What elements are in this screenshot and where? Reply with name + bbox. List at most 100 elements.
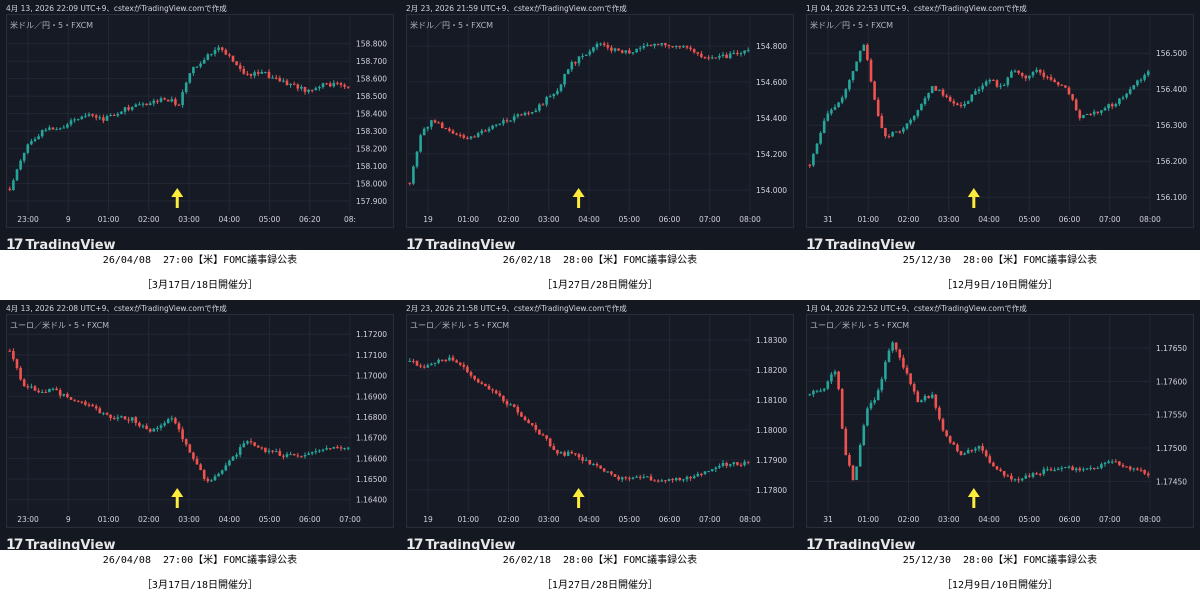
candle-body [1028, 475, 1031, 477]
candle-body [855, 61, 858, 72]
candle-body [174, 418, 177, 424]
candle-body [310, 452, 314, 454]
candle-body [1038, 69, 1042, 73]
candle-body [274, 77, 278, 79]
candle-body [631, 52, 635, 54]
x-tick-label: 04:00 [218, 215, 240, 224]
candle-body [592, 47, 595, 52]
candle-body [520, 412, 523, 417]
candle-body [188, 444, 192, 453]
candle-body [426, 365, 430, 368]
candle-body [876, 390, 880, 401]
candle-body [1071, 466, 1074, 471]
candle-body [714, 467, 718, 470]
candle-body [73, 119, 76, 121]
x-tick-label: 02:00 [898, 215, 920, 224]
candle-body [210, 480, 213, 482]
candle-body [1107, 461, 1110, 463]
candle-body [656, 43, 660, 45]
tv-logo-icon: 17 [6, 237, 24, 250]
candle-body [613, 474, 617, 477]
candle-body [869, 59, 873, 82]
candle-body [992, 462, 995, 467]
candle-body [48, 127, 51, 130]
y-tick-label: 1.18200 [756, 366, 787, 375]
candle-body [156, 427, 159, 429]
x-tick-label: 31 [823, 515, 833, 524]
candle-body [566, 69, 570, 75]
candle-body [880, 379, 884, 391]
candle-body [69, 120, 73, 125]
candle-body [8, 188, 12, 190]
candle-body [1067, 466, 1071, 468]
candle-body [419, 135, 422, 152]
candle-body [253, 72, 256, 76]
candle-body [80, 116, 84, 120]
candle-body [177, 423, 181, 430]
candle-body [873, 81, 876, 100]
candle-body [938, 407, 941, 420]
candle-body [37, 136, 40, 140]
candle-body [141, 103, 145, 105]
candle-body [231, 55, 235, 62]
candle-body [984, 81, 988, 86]
candle-body [556, 90, 559, 94]
candle-body [826, 113, 830, 121]
candle-body [830, 374, 833, 382]
candle-body [310, 89, 314, 91]
logo-text: TradingView [25, 237, 116, 251]
x-tick-label: 07:00 [1099, 515, 1121, 524]
candle-body [819, 132, 822, 144]
candle-body [631, 477, 635, 479]
candle-body [840, 97, 844, 103]
x-tick-label: 08:00 [1139, 515, 1161, 524]
candle-body [725, 54, 728, 59]
candle-body [1031, 473, 1035, 477]
candle-body [1013, 479, 1017, 481]
logo-text: TradingView [825, 237, 916, 251]
candle-body [202, 470, 206, 479]
candle-body [440, 359, 444, 361]
candle-body [642, 476, 646, 478]
candle-body [1128, 466, 1132, 470]
candle-body [1107, 104, 1110, 109]
candle-body [534, 425, 538, 430]
candle-body [408, 360, 412, 362]
candle-body [808, 164, 812, 166]
symbol-label: ユーロ／米ドル・5・FXCM [10, 321, 110, 330]
candle-body [220, 47, 224, 50]
candle-body [84, 401, 87, 405]
candle-body [999, 85, 1002, 87]
candle-body [516, 406, 520, 413]
candle-body [916, 110, 920, 117]
y-tick-label: 158.800 [356, 40, 387, 49]
candle-body [51, 127, 55, 130]
candle-body [974, 448, 977, 451]
candle-body [743, 50, 746, 54]
candle-body [73, 399, 76, 401]
candle-body [184, 82, 188, 93]
candle-body [498, 393, 502, 396]
candle-body [812, 390, 815, 395]
candle-body [728, 464, 732, 466]
candle-body [545, 96, 548, 105]
candle-body [40, 130, 44, 137]
candle-body [343, 448, 346, 450]
candle-body [628, 50, 631, 54]
candle-body [891, 342, 894, 351]
candle-body [448, 357, 451, 361]
candle-body [192, 67, 195, 74]
candle-body [851, 71, 855, 81]
candle-body [862, 425, 866, 445]
meeting-caption: ［3月17日/18日開催分］ [141, 280, 259, 291]
symbol-label: ユーロ／米ドル・5・FXCM [410, 321, 510, 330]
candle-body [246, 73, 249, 75]
y-tick-label: 156.400 [1156, 85, 1187, 94]
meeting-caption: ［12月9日/10日開催分］ [941, 580, 1059, 591]
candle-body [923, 396, 927, 401]
candle-body [426, 126, 430, 129]
candle-body [610, 47, 613, 51]
x-tick-label: 05:00 [618, 515, 640, 524]
x-tick-label: 06:00 [1059, 215, 1081, 224]
candle-body [466, 137, 469, 139]
